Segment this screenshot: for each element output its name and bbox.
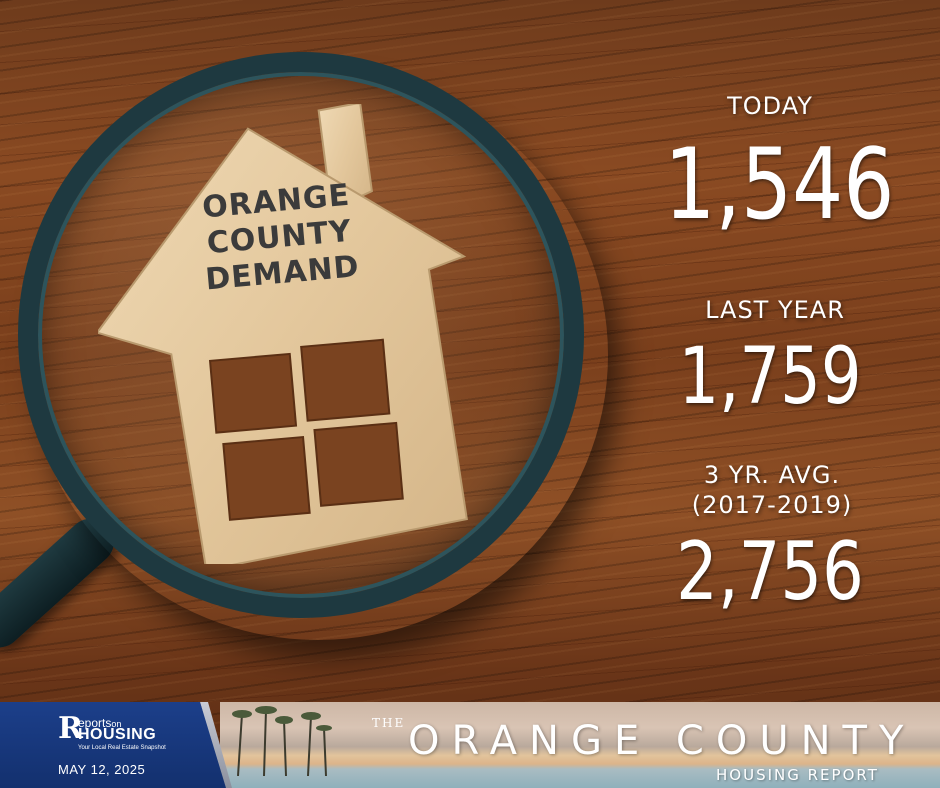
last-year-label: LAST YEAR xyxy=(705,296,845,324)
avg-value: 2,756 xyxy=(676,525,864,618)
today-value: 1,546 xyxy=(664,128,895,242)
palm-tree-icon xyxy=(232,706,332,776)
footer-banner: R eportson HOUSING Your Local Real Estat… xyxy=(0,702,940,788)
last-year-value: 1,759 xyxy=(678,332,862,422)
reports-on-housing-logo: R eportson HOUSING Your Local Real Estat… xyxy=(58,711,166,752)
report-title: ORANGE COUNTY xyxy=(408,718,916,764)
today-label: TODAY xyxy=(727,92,813,120)
house-sign-text: ORANGE COUNTY DEMAND xyxy=(185,176,374,299)
brand-panel xyxy=(0,702,226,788)
report-the: THE xyxy=(372,716,406,730)
avg-label: 3 YR. AVG. xyxy=(703,461,841,489)
report-date: MAY 12, 2025 xyxy=(58,762,146,777)
avg-range: (2017-2019) xyxy=(691,491,853,519)
beach-photo xyxy=(220,702,940,788)
report-subtitle: HOUSING REPORT xyxy=(716,766,879,784)
house-icon xyxy=(95,101,478,572)
